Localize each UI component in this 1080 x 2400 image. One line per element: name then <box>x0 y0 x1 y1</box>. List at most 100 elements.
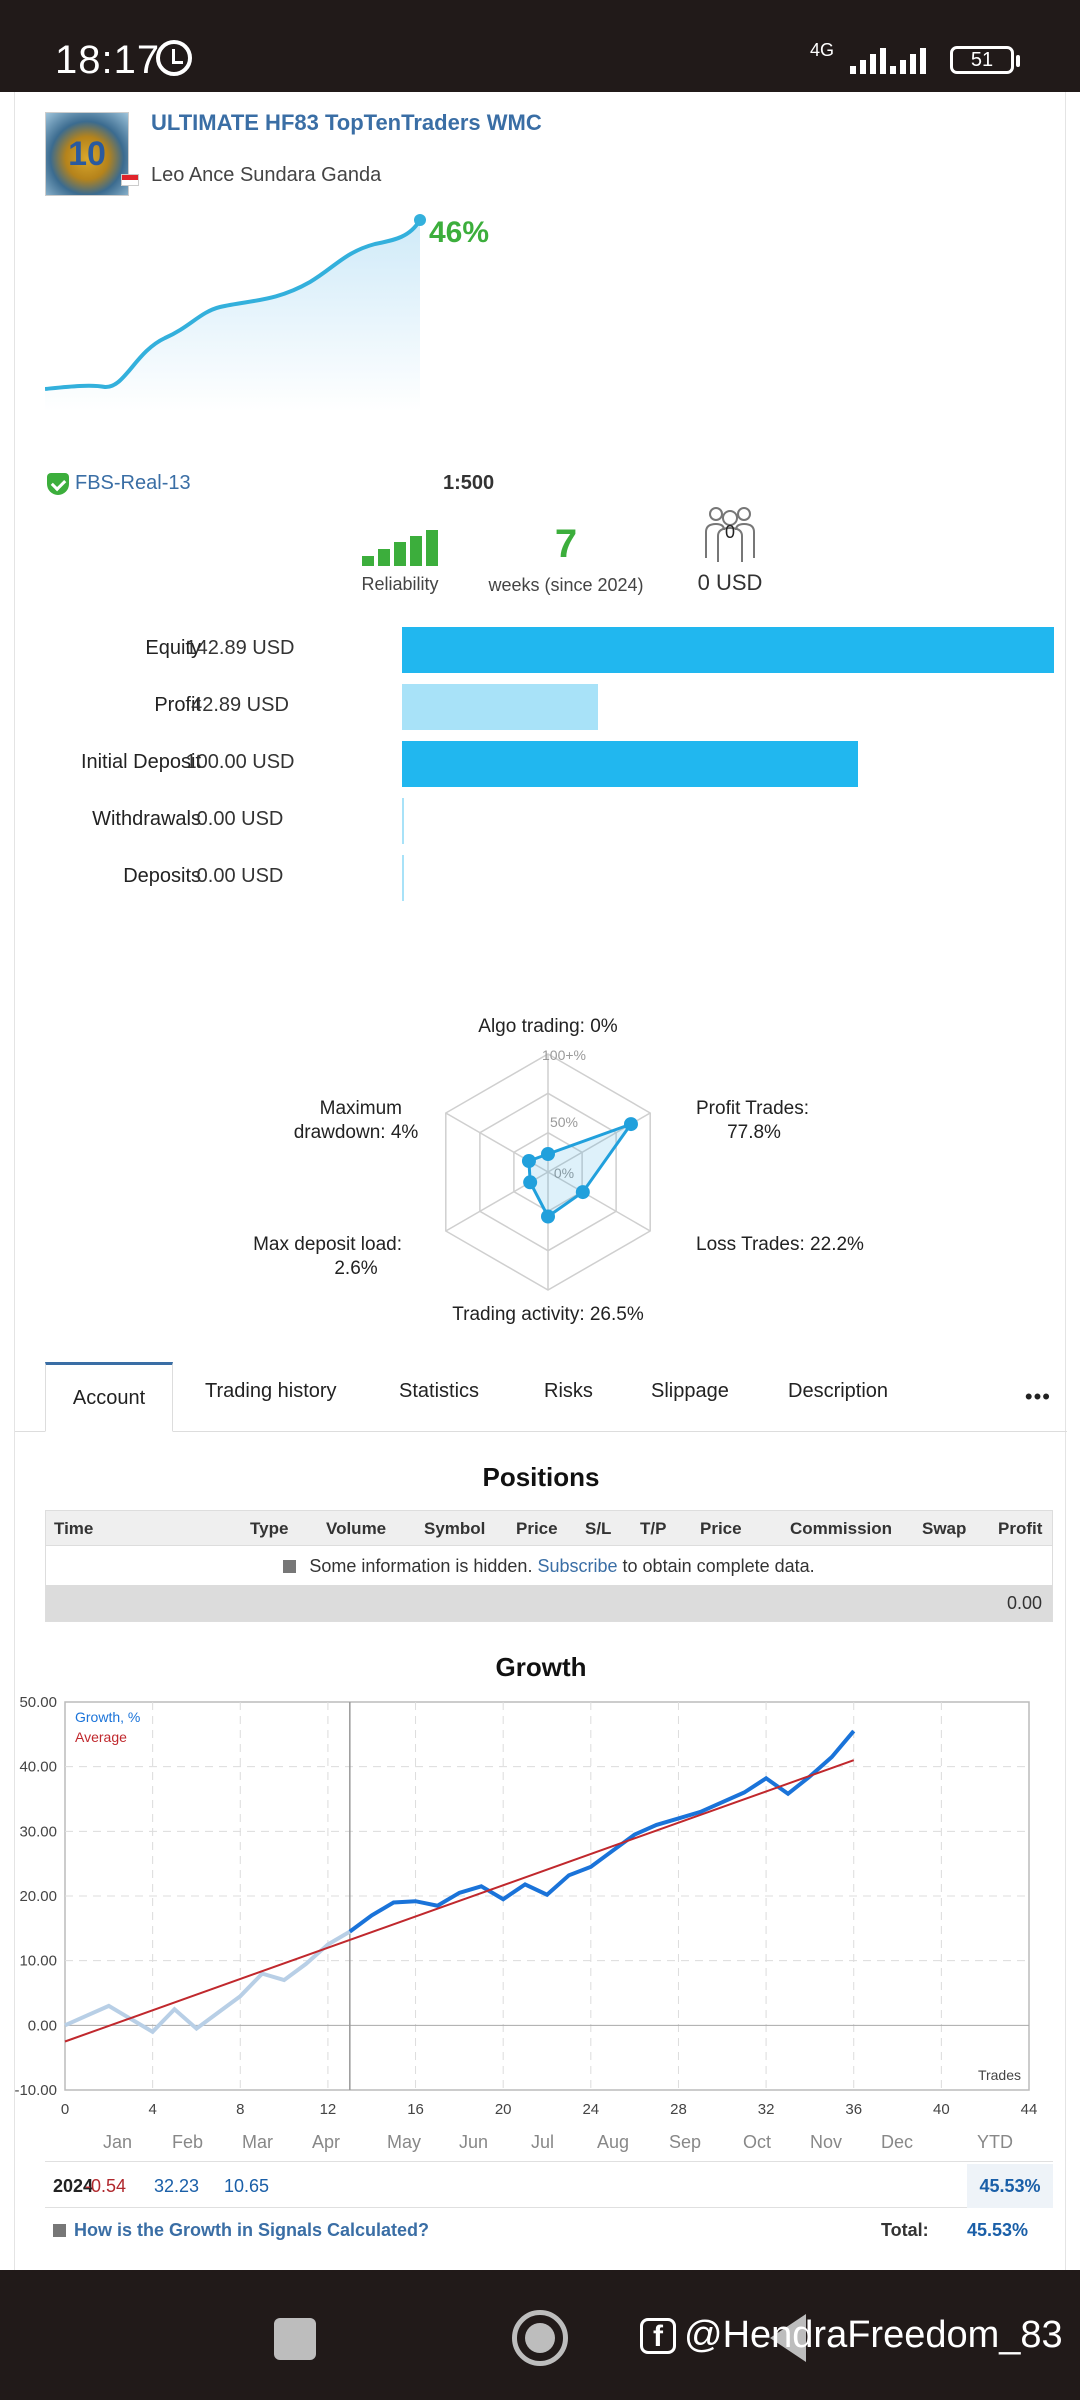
verified-shield-icon <box>47 472 69 495</box>
network-type: 4G <box>810 40 835 60</box>
month-value: -0.54 <box>85 2176 127 2196</box>
hidden-info-text-2: to obtain complete data. <box>622 1556 815 1576</box>
reliability-bars-icon <box>345 530 455 566</box>
metric-label: Withdrawals <box>92 808 201 830</box>
radar-point <box>575 1185 590 1200</box>
hidden-info-text: Some information is hidden. <box>309 1556 533 1576</box>
weeks-label: weeks (since 2024) <box>488 575 644 595</box>
radar-scale-label: 50% <box>550 1114 578 1130</box>
average-line <box>64 1759 855 2043</box>
tab-account[interactable]: Account <box>45 1362 173 1432</box>
metric-row: Deposits 0.00 USD <box>15 855 1067 901</box>
metric-bar <box>402 684 598 730</box>
legend-average: Average <box>75 1729 127 1745</box>
x-tick-label: 40 <box>933 2101 950 2118</box>
signal-title[interactable]: ULTIMATE HF83 TopTenTraders WMC <box>151 110 542 135</box>
month-label: May <box>387 2132 422 2152</box>
col-profit[interactable]: Profit <box>998 1519 1043 1538</box>
total-value: 45.53% <box>967 2220 1029 2240</box>
metric-row: Equity 142.89 USD <box>15 627 1067 673</box>
month-label: Nov <box>810 2132 843 2152</box>
signal-logo[interactable]: 10 <box>45 112 129 196</box>
clock: 18:17 <box>55 38 161 82</box>
radar-axis-label: Maximum <box>320 1098 402 1119</box>
cell-signal-icon <box>850 44 886 74</box>
radar-axis <box>547 1171 651 1232</box>
radar-axis-label: 2.6% <box>334 1258 377 1279</box>
col-volume[interactable]: Volume <box>326 1519 387 1538</box>
radar-point <box>521 1154 536 1168</box>
month-label: Aug <box>597 2132 630 2152</box>
x-tick-label: 28 <box>670 2101 687 2118</box>
month-label: Jul <box>531 2132 555 2152</box>
broker-name[interactable]: FBS-Real-13 <box>75 472 191 494</box>
broker-server[interactable]: FBS-Real-13 <box>47 472 191 495</box>
x-axis-label: Trades <box>978 2067 1021 2083</box>
mini-growth-chart <box>45 214 426 412</box>
col-commission[interactable]: Commission <box>790 1519 893 1538</box>
radar-axis-label: 77.8% <box>727 1122 781 1143</box>
x-tick-label: 36 <box>845 2101 862 2118</box>
help-link[interactable]: How is the Growth in Signals Calculated? <box>53 2220 429 2241</box>
back-icon[interactable] <box>770 2314 806 2362</box>
x-tick-label: 12 <box>320 2101 337 2118</box>
alarm-icon <box>156 40 192 76</box>
col-swap[interactable]: Swap <box>922 1519 967 1538</box>
tab-description[interactable]: Description <box>788 1380 889 1402</box>
more-icon[interactable]: ••• <box>1024 1384 1051 1409</box>
metric-value: 100.00 USD <box>185 751 295 773</box>
tab-trading-history[interactable]: Trading history <box>205 1380 337 1402</box>
radar-point <box>523 1175 538 1190</box>
metric-bar <box>402 798 404 844</box>
tab-slippage[interactable]: Slippage <box>651 1380 729 1402</box>
month-label: Sep <box>669 2132 702 2152</box>
col-type[interactable]: Type <box>250 1519 289 1538</box>
subscribers-icon: 0 <box>698 504 762 564</box>
metric-value: 142.89 USD <box>185 637 295 659</box>
col-symbol[interactable]: Symbol <box>424 1519 486 1538</box>
month-label: Jan <box>103 2132 133 2152</box>
x-tick-label: 8 <box>236 2101 244 2118</box>
subscribers-usd: 0 USD <box>697 570 763 595</box>
radar-axis-label: Trading activity: 26.5% <box>452 1304 644 1325</box>
subscribe-link[interactable]: Subscribe <box>537 1556 618 1576</box>
col-price[interactable]: Price <box>516 1519 558 1538</box>
watermark: f @HendraFreedom_83 <box>640 2314 1063 2357</box>
metric-bar <box>402 627 1054 673</box>
help-link-text[interactable]: How is the Growth in Signals Calculated? <box>74 2220 430 2240</box>
month-value: 10.65 <box>224 2176 270 2196</box>
radar-scale-label: 0% <box>554 1165 574 1181</box>
radar-point <box>623 1117 638 1132</box>
tab-risks[interactable]: Risks <box>544 1380 593 1402</box>
recent-apps-icon[interactable] <box>274 2318 316 2360</box>
y-tick-label: -10.00 <box>15 2082 57 2099</box>
system-nav-bar: f @HendraFreedom_83 <box>0 2270 1080 2400</box>
author-name[interactable]: Leo Ance Sundara Ganda <box>151 164 382 186</box>
col-time[interactable]: Time <box>54 1519 94 1538</box>
home-icon[interactable] <box>512 2310 568 2366</box>
reliability-label: Reliability <box>361 574 439 594</box>
weeks-indicator: 7 weeks (since 2024) <box>471 522 661 596</box>
positions-table: Time Type Volume Symbol Price S/L T/P Pr… <box>45 1510 1053 1622</box>
radar-scale-label: 100+% <box>542 1047 586 1063</box>
tab-statistics[interactable]: Statistics <box>399 1380 480 1402</box>
growth-title: Growth <box>495 1652 587 1682</box>
radar-point <box>541 1147 555 1161</box>
facebook-icon: f <box>640 2317 676 2354</box>
signal-page: 10 ULTIMATE HF83 TopTenTraders WMC Leo A… <box>14 92 1067 2270</box>
metric-bar <box>402 741 859 787</box>
info-icon <box>53 2224 66 2237</box>
ytd-value: 45.53% <box>967 2164 1053 2208</box>
year-label: 2024 <box>53 2176 94 2196</box>
weeks-count: 7 <box>554 522 578 566</box>
watermark-text: @HendraFreedom_83 <box>684 2314 1063 2356</box>
col-tp[interactable]: T/P <box>640 1519 667 1538</box>
metric-value: 0.00 USD <box>196 808 284 830</box>
col-sl[interactable]: S/L <box>585 1519 612 1538</box>
lock-icon <box>283 1560 297 1573</box>
total-label: Total: <box>881 2220 929 2240</box>
col-price-2[interactable]: Price <box>700 1519 742 1538</box>
x-tick-label: 20 <box>495 2101 512 2118</box>
radar-chart: 100+% 50% 0% Algo trading: 0% Profit Trades:… <box>253 1016 864 1325</box>
radar-point <box>541 1209 555 1224</box>
